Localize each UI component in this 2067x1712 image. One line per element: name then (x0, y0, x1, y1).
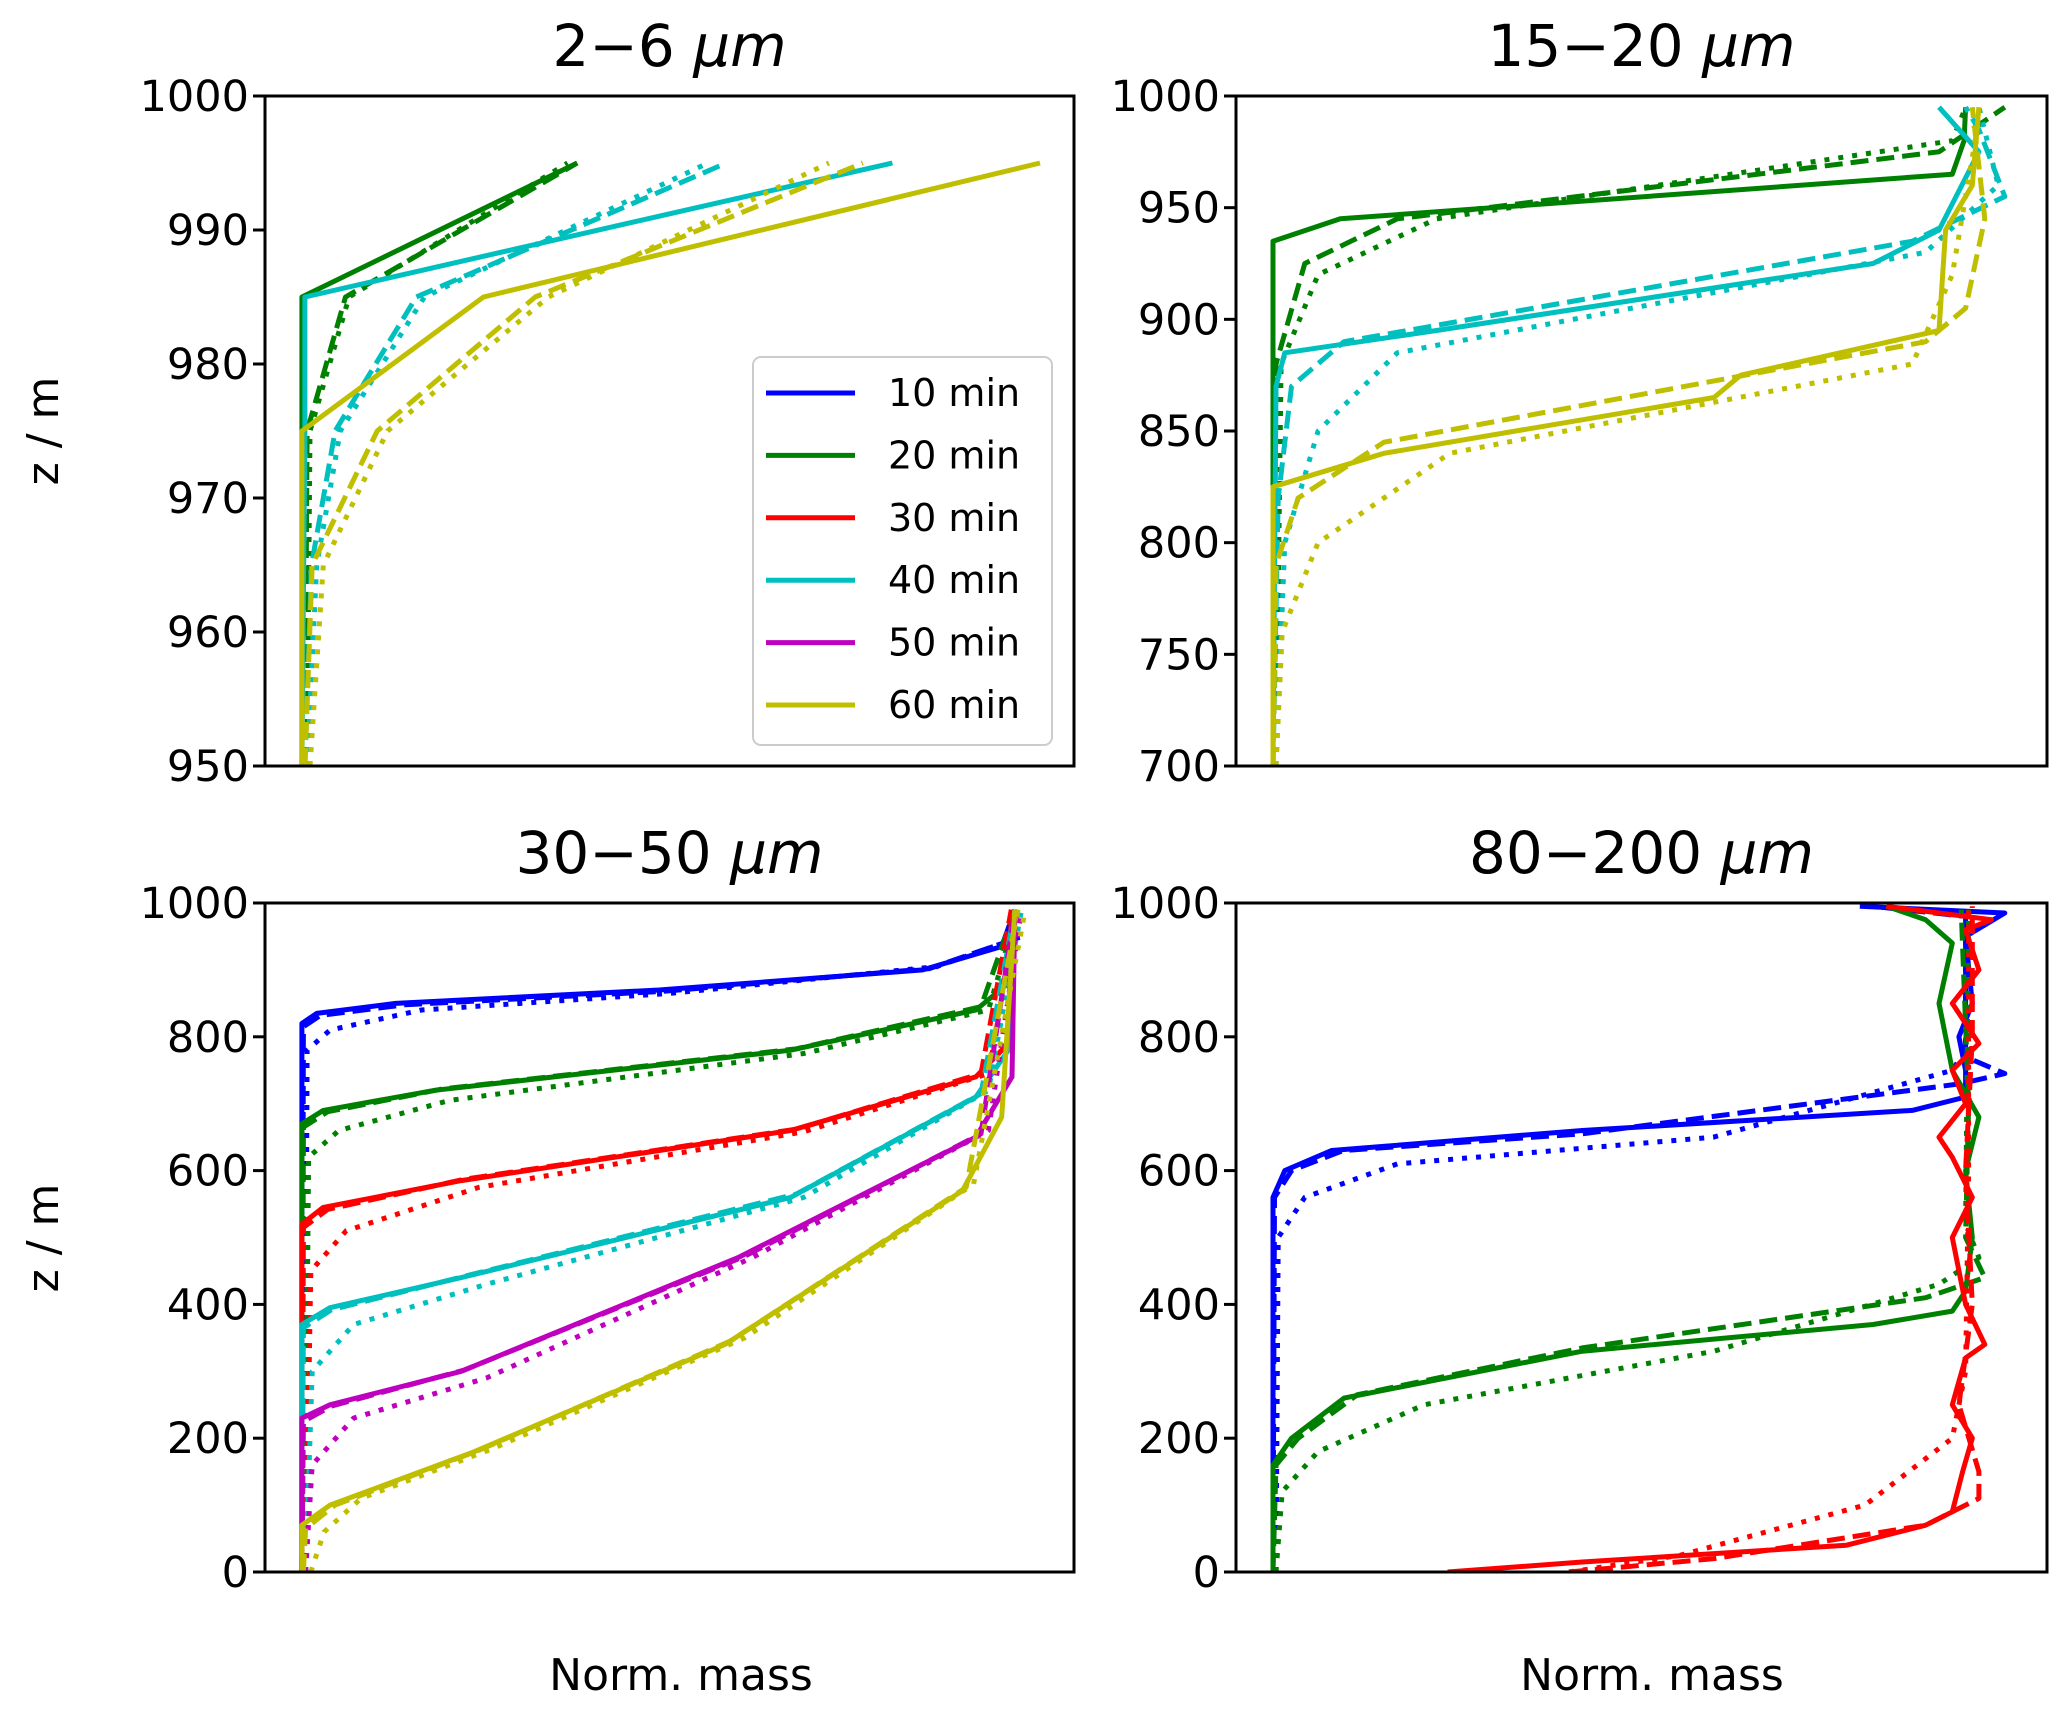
series-group (1270, 105, 2008, 766)
panel-title: 2−6 μm (552, 12, 786, 80)
series-group (299, 160, 1041, 766)
axes-frame (263, 901, 1076, 1574)
panel-title: 30−50 μm (515, 819, 823, 887)
series-line-60-min-dashed (302, 160, 864, 766)
series-line-10-min-dashed (299, 912, 1018, 1572)
series-line-20-min-dashed (299, 908, 1018, 1572)
series-line-60-min-solid (299, 909, 1018, 1572)
y-tick-label: 980 (167, 340, 249, 390)
y-tick-label: 0 (222, 1548, 249, 1598)
axes-frame (1234, 901, 2049, 1574)
y-tick-label: 990 (167, 206, 249, 256)
series-line-30-min-solid (1447, 903, 1994, 1572)
series-group (1270, 903, 2008, 1572)
panel-1: 950 960 970 980 990 1000 2−6 μm (140, 12, 1076, 792)
series-group (299, 908, 1028, 1572)
y-tick-label: 400 (167, 1280, 249, 1330)
legend-label: 60 min (888, 683, 1020, 727)
series-line-40-min-solid (299, 909, 1018, 1572)
y-tick-label: 750 (1138, 630, 1220, 680)
series-line-40-min-solid (1270, 105, 1982, 766)
series-line-40-min-dotted (303, 909, 1025, 1572)
series-line-40-min-dotted (1273, 106, 2001, 766)
series-line-20-min-solid (1270, 107, 1969, 766)
series-line-60-min-dotted (308, 909, 1028, 1572)
series-line-20-min-solid (1270, 903, 1982, 1572)
y-axis-label-bottom: z / m (18, 1184, 69, 1293)
series-line-60-min-dotted (307, 160, 830, 766)
series-line-10-min-dotted (302, 934, 1023, 1572)
y-tick-label: 800 (1138, 1013, 1220, 1063)
y-tick-label: 200 (167, 1414, 249, 1464)
panel-3: 0 200 400 600 800 1000 30−50 μm (140, 819, 1076, 1598)
y-tick-label: 960 (167, 608, 249, 658)
series-line-60-min-dashed (1270, 106, 1988, 766)
series-line-10-min-dashed (1270, 903, 2008, 1572)
legend-entry: 30 min (766, 496, 1020, 540)
y-tick-label: 1000 (1111, 72, 1220, 122)
series-line-60-min-solid (1270, 106, 1982, 766)
legend-label: 10 min (888, 371, 1020, 415)
panel-2: 700 750 800 850 900 950 1000 15−20 μm (1111, 12, 2049, 792)
series-line-60-min-dashed (300, 909, 1021, 1572)
panel-4: 0 200 400 600 800 1000 80−200 μm (1111, 819, 2049, 1598)
legend: 10 min 20 min 30 min 40 min 50 min 60 min (752, 356, 1053, 746)
series-line-50-min-solid (299, 909, 1018, 1572)
axes-frame (263, 94, 1076, 768)
series-line-10-min-solid (1270, 903, 2008, 1572)
y-tick-label: 800 (167, 1013, 249, 1063)
y-tick-label: 950 (1138, 184, 1220, 234)
series-line-20-min-solid (299, 909, 1018, 1572)
y-tick-label: 1000 (1111, 879, 1220, 929)
legend-entry: 60 min (766, 683, 1020, 727)
series-line-20-min-dotted (1273, 909, 1982, 1572)
series-line-40-min-dashed (299, 909, 1018, 1572)
legend-label: 50 min (888, 621, 1020, 665)
series-line-50-min-dashed (299, 909, 1018, 1572)
legend-entry: 50 min (766, 621, 1020, 665)
series-line-30-min-dashed (299, 909, 1014, 1572)
x-axis-label-left: Norm. mass (549, 1650, 813, 1701)
legend-entry: 40 min (766, 558, 1020, 602)
series-line-30-min-dotted (1568, 909, 1972, 1572)
series-line-30-min-dashed (1568, 906, 1982, 1572)
y-tick-label: 900 (1138, 295, 1220, 345)
y-tick-label: 1000 (140, 72, 249, 122)
legend-label: 40 min (888, 558, 1020, 602)
y-tick-label: 600 (1138, 1147, 1220, 1197)
series-line-10-min-dotted (1273, 916, 1969, 1572)
legend-entry: 10 min (766, 371, 1020, 415)
series-line-20-min-dotted (304, 160, 569, 766)
series-line-20-min-dashed (1270, 909, 1988, 1572)
series-line-40-min-dashed (1270, 105, 2008, 766)
legend-label: 20 min (888, 433, 1020, 477)
series-line-60-min-solid (299, 160, 1041, 766)
y-tick-label: 950 (167, 742, 249, 792)
legend-label: 30 min (888, 496, 1020, 540)
panel-title: 80−200 μm (1469, 819, 1814, 887)
series-line-40-min-dotted (304, 160, 709, 766)
y-tick-label: 200 (1138, 1414, 1220, 1464)
series-line-20-min-solid (299, 160, 579, 766)
series-line-10-min-solid (299, 908, 1018, 1572)
series-line-20-min-dotted (1273, 106, 1968, 766)
y-tick-label: 800 (1138, 519, 1220, 569)
series-line-20-min-dashed (1270, 105, 2007, 766)
y-tick-label: 850 (1138, 407, 1220, 457)
series-line-20-min-dashed (302, 160, 579, 766)
legend-entry: 20 min (766, 433, 1020, 477)
y-tick-label: 600 (167, 1147, 249, 1197)
y-tick-label: 700 (1138, 742, 1220, 792)
y-tick-label: 400 (1138, 1280, 1220, 1330)
series-line-30-min-dotted (303, 909, 1021, 1572)
y-tick-label: 1000 (140, 879, 249, 929)
series-line-30-min-solid (299, 909, 1014, 1572)
y-tick-label: 970 (167, 474, 249, 524)
x-axis-label-right: Norm. mass (1520, 1650, 1784, 1701)
panel-title: 15−20 μm (1487, 12, 1795, 80)
y-tick-label: 0 (1193, 1548, 1220, 1598)
y-axis-label-top: z / m (18, 377, 69, 486)
series-line-50-min-dotted (303, 909, 1025, 1572)
